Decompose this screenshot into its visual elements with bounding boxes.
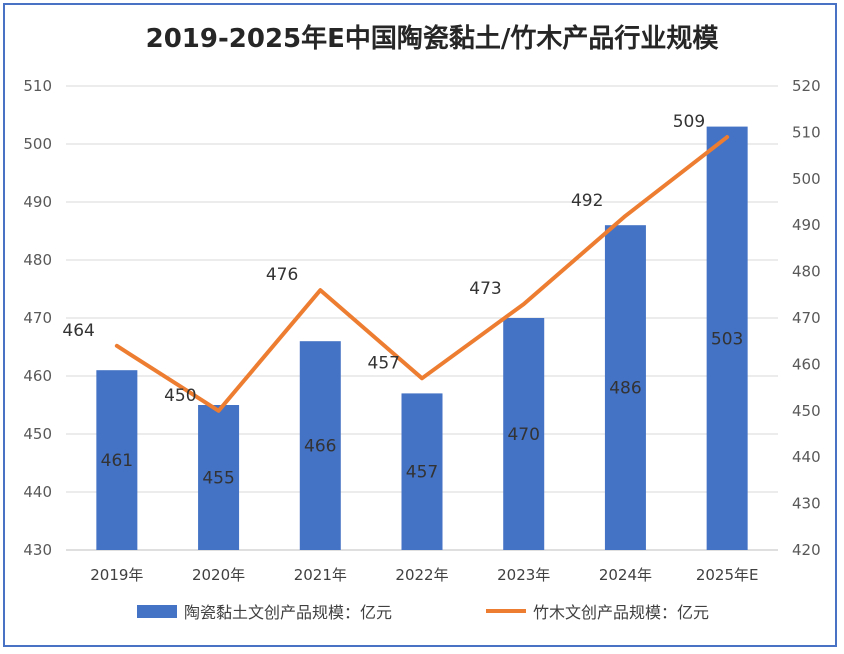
line-data-label: 492 bbox=[571, 191, 603, 211]
bar bbox=[706, 126, 748, 550]
line-data-label: 509 bbox=[673, 112, 705, 132]
line-series: 464 450 476 457 473 492 509 bbox=[62, 112, 730, 413]
bar bbox=[198, 405, 240, 550]
gridlines bbox=[66, 85, 778, 551]
x-tick-label: 2024年 bbox=[599, 566, 652, 584]
left-tick-label: 460 bbox=[23, 367, 52, 385]
right-tick-label: 450 bbox=[792, 402, 821, 420]
right-axis: 420 430 440 450 460 470 480 490 500 510 520 bbox=[792, 77, 821, 559]
bar bbox=[503, 318, 545, 550]
x-tick-label: 2020年 bbox=[192, 566, 245, 584]
left-tick-label: 490 bbox=[23, 193, 52, 211]
x-tick-label: 2023年 bbox=[497, 566, 550, 584]
line-data-label: 457 bbox=[368, 353, 400, 373]
legend-swatch-bar bbox=[137, 605, 177, 618]
right-tick-label: 520 bbox=[792, 77, 821, 95]
right-tick-label: 430 bbox=[792, 495, 821, 513]
bar bbox=[604, 225, 646, 550]
right-tick-label: 500 bbox=[792, 170, 821, 188]
left-tick-label: 450 bbox=[23, 425, 52, 443]
left-tick-label: 500 bbox=[23, 135, 52, 153]
bar bbox=[401, 393, 443, 550]
bar-data-label: 457 bbox=[406, 463, 438, 483]
x-tick-label: 2022年 bbox=[395, 566, 448, 584]
legend-label-bar: 陶瓷黏土文创产品规模：亿元 bbox=[184, 603, 392, 622]
legend-label-line: 竹木文创产品规模：亿元 bbox=[533, 603, 709, 622]
left-tick-label: 480 bbox=[23, 251, 52, 269]
left-tick-label: 510 bbox=[23, 77, 52, 95]
left-tick-label: 440 bbox=[23, 483, 52, 501]
x-tick-label: 2025年E bbox=[696, 566, 759, 584]
bar-data-label: 470 bbox=[507, 425, 539, 445]
line-data-label: 450 bbox=[164, 386, 196, 406]
line-data-label: 476 bbox=[266, 265, 298, 285]
bar bbox=[96, 370, 138, 550]
right-tick-label: 420 bbox=[792, 541, 821, 559]
right-tick-label: 510 bbox=[792, 123, 821, 141]
right-tick-label: 480 bbox=[792, 263, 821, 281]
x-axis: 2019年 2020年 2021年 2022年 2023年 2024年 2025年E bbox=[90, 566, 758, 584]
right-tick-label: 460 bbox=[792, 355, 821, 373]
bar bbox=[299, 341, 341, 550]
left-tick-label: 430 bbox=[23, 541, 52, 559]
left-tick-label: 470 bbox=[23, 309, 52, 327]
bar-data-label: 503 bbox=[711, 329, 743, 349]
right-tick-label: 490 bbox=[792, 216, 821, 234]
chart-title: 2019-2025年E中国陶瓷黏土/竹木产品行业规模 bbox=[146, 23, 720, 54]
right-tick-label: 440 bbox=[792, 448, 821, 466]
line-data-label: 464 bbox=[62, 321, 94, 341]
bar-data-label: 466 bbox=[304, 437, 336, 457]
right-tick-label: 470 bbox=[792, 309, 821, 327]
bar-data-label: 486 bbox=[609, 379, 641, 399]
bar-data-label: 455 bbox=[202, 469, 234, 489]
bar-data-label: 461 bbox=[101, 451, 133, 471]
line-data-label: 473 bbox=[469, 279, 501, 299]
x-tick-label: 2021年 bbox=[294, 566, 347, 584]
x-tick-label: 2019年 bbox=[90, 566, 143, 584]
legend: 陶瓷黏土文创产品规模：亿元 竹木文创产品规模：亿元 bbox=[137, 603, 709, 622]
left-axis: 430 440 450 460 470 480 490 500 510 bbox=[23, 77, 52, 559]
series-line bbox=[114, 135, 730, 413]
bar-series: 461 455 466 457 470 486 503 bbox=[96, 126, 748, 550]
